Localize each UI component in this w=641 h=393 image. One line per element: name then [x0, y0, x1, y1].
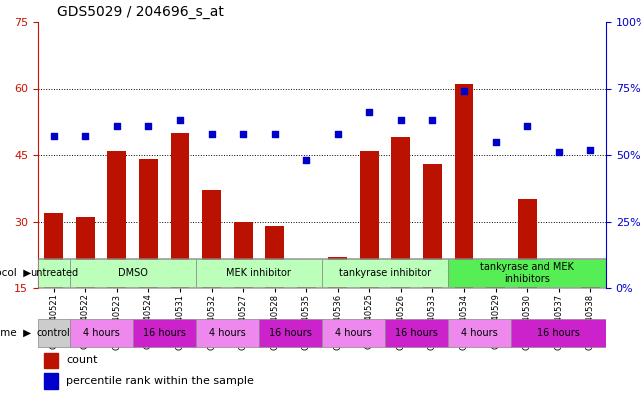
Point [333, 130, 343, 137]
Point [301, 157, 312, 163]
Bar [139, 160, 158, 354]
Point [144, 123, 154, 129]
Bar [108, 151, 126, 354]
Bar [392, 137, 410, 354]
Bar [233, 222, 253, 354]
Text: 16 hours: 16 hours [143, 328, 186, 338]
Text: tankyrase and MEK
inhibitors: tankyrase and MEK inhibitors [480, 262, 574, 284]
Bar [44, 373, 58, 389]
Bar [76, 217, 95, 354]
FancyBboxPatch shape [385, 319, 448, 347]
Text: 4 hours: 4 hours [462, 328, 498, 338]
Bar [518, 199, 537, 354]
FancyBboxPatch shape [38, 319, 70, 347]
Text: 16 hours: 16 hours [395, 328, 438, 338]
Point [206, 130, 217, 137]
FancyBboxPatch shape [38, 259, 70, 287]
Point [112, 123, 122, 129]
Point [395, 117, 406, 123]
Point [585, 147, 595, 153]
Point [364, 109, 374, 116]
Text: 16 hours: 16 hours [269, 328, 312, 338]
Point [459, 88, 469, 94]
Bar [44, 353, 58, 368]
Bar [265, 226, 284, 354]
Point [238, 130, 248, 137]
Point [269, 130, 279, 137]
Text: time  ▶: time ▶ [0, 328, 31, 338]
Bar [581, 284, 600, 354]
FancyBboxPatch shape [70, 319, 133, 347]
Text: 4 hours: 4 hours [209, 328, 246, 338]
Point [554, 149, 564, 156]
Bar [171, 133, 190, 354]
FancyBboxPatch shape [448, 259, 606, 287]
Bar [423, 164, 442, 354]
Bar [549, 288, 568, 354]
Point [490, 139, 501, 145]
FancyBboxPatch shape [322, 259, 448, 287]
FancyBboxPatch shape [133, 319, 196, 347]
FancyBboxPatch shape [322, 319, 385, 347]
Text: 4 hours: 4 hours [335, 328, 372, 338]
FancyBboxPatch shape [70, 259, 196, 287]
Bar [328, 257, 347, 354]
Text: GDS5029 / 204696_s_at: GDS5029 / 204696_s_at [57, 5, 224, 19]
FancyBboxPatch shape [448, 319, 512, 347]
Point [49, 133, 59, 140]
Point [80, 133, 90, 140]
Bar [486, 266, 505, 354]
Text: 16 hours: 16 hours [537, 328, 580, 338]
Bar [360, 151, 379, 354]
Bar [202, 191, 221, 354]
Text: 4 hours: 4 hours [83, 328, 119, 338]
FancyBboxPatch shape [512, 319, 606, 347]
Bar [454, 84, 474, 354]
Bar [297, 266, 315, 354]
Point [175, 117, 185, 123]
Text: DMSO: DMSO [118, 268, 147, 278]
Text: protocol  ▶: protocol ▶ [0, 268, 31, 278]
Text: tankyrase inhibitor: tankyrase inhibitor [339, 268, 431, 278]
Text: MEK inhibitor: MEK inhibitor [226, 268, 291, 278]
Text: control: control [37, 328, 71, 338]
FancyBboxPatch shape [196, 319, 259, 347]
Bar [44, 213, 63, 354]
Point [522, 123, 532, 129]
Text: untreated: untreated [29, 268, 78, 278]
FancyBboxPatch shape [196, 259, 322, 287]
Point [428, 117, 438, 123]
FancyBboxPatch shape [259, 319, 322, 347]
Text: percentile rank within the sample: percentile rank within the sample [67, 376, 254, 386]
Text: count: count [67, 355, 98, 365]
